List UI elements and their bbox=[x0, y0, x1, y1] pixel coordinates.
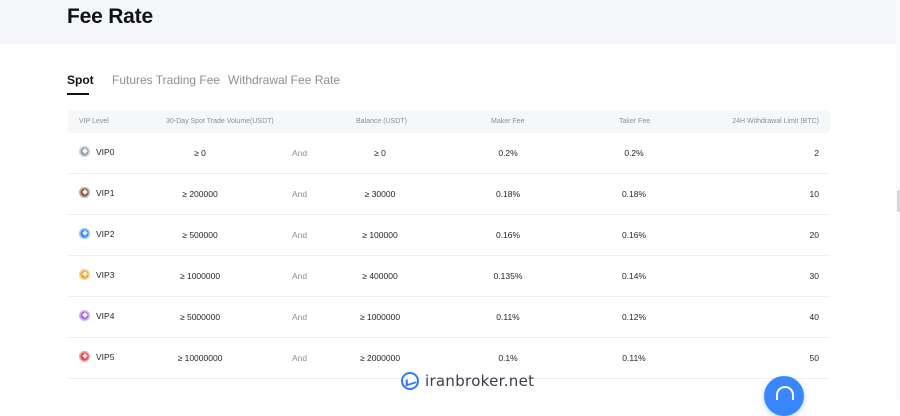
support-headset-button[interactable] bbox=[764, 376, 804, 416]
page-title: Fee Rate bbox=[67, 5, 153, 28]
taker-fee-value: 0.2% bbox=[624, 148, 644, 158]
iranbroker-logo-icon bbox=[401, 372, 419, 390]
taker-fee-value: 0.18% bbox=[621, 189, 647, 199]
column-header-vip-level: VIP Level bbox=[79, 118, 109, 125]
maker-fee-value: 0.16% bbox=[495, 230, 521, 240]
and-label: And bbox=[292, 312, 308, 322]
maker-fee-value: 0.2% bbox=[498, 148, 518, 158]
vip-level-label: VIP1 bbox=[96, 187, 115, 198]
tab-futures-trading-fee[interactable]: Futures Trading Fee bbox=[112, 73, 221, 87]
volume-value: ≥ 10000000 bbox=[177, 353, 223, 363]
table-header: VIP Level 30-Day Spot Trade Volume(USDT)… bbox=[68, 110, 830, 133]
balance-value: ≥ 1000000 bbox=[359, 312, 401, 322]
blue-badge-icon bbox=[79, 228, 90, 239]
table-row: VIP3 ≥ 1000000 And ≥ 400000 0.135% 0.14%… bbox=[68, 256, 830, 297]
vip-level-cell: VIP5 bbox=[79, 351, 114, 362]
vip-level-label: VIP3 bbox=[96, 269, 115, 280]
balance-value: ≥ 0 bbox=[374, 148, 386, 158]
gold-badge-icon bbox=[79, 269, 90, 280]
table-row: VIP2 ≥ 500000 And ≥ 100000 0.16% 0.16% 2… bbox=[68, 215, 830, 256]
table-row: VIP5 ≥ 10000000 And ≥ 2000000 0.1% 0.11%… bbox=[68, 338, 830, 379]
column-header-taker-fee: Taker Fee bbox=[619, 118, 651, 125]
taker-fee-value: 0.14% bbox=[621, 271, 647, 281]
volume-value: ≥ 1000000 bbox=[179, 271, 221, 281]
watermark: iranbroker.net bbox=[401, 372, 534, 390]
purple-badge-icon bbox=[79, 310, 90, 321]
taker-fee-value: 0.11% bbox=[622, 353, 646, 363]
and-label: And bbox=[292, 148, 308, 158]
header-band bbox=[0, 0, 900, 44]
volume-value: ≥ 500000 bbox=[182, 230, 218, 240]
vip-level-label: VIP2 bbox=[96, 228, 115, 239]
withdrawal-limit-cell: 10 bbox=[809, 189, 819, 199]
vip-level-label: VIP4 bbox=[96, 310, 115, 321]
volume-value: ≥ 0 bbox=[194, 148, 206, 158]
balance-value: ≥ 400000 bbox=[362, 271, 398, 281]
fee-table: VIP Level 30-Day Spot Trade Volume(USDT)… bbox=[68, 110, 830, 379]
silver-badge-icon bbox=[79, 146, 90, 157]
withdrawal-limit-cell: 30 bbox=[809, 271, 819, 281]
balance-value: ≥ 2000000 bbox=[359, 353, 401, 363]
bronze-badge-icon bbox=[79, 187, 90, 198]
vip-level-cell: VIP2 bbox=[79, 228, 114, 239]
column-header-volume: 30-Day Spot Trade Volume(USDT) bbox=[166, 118, 274, 125]
maker-fee-value: 0.11% bbox=[496, 312, 520, 322]
and-label: And bbox=[292, 271, 308, 281]
column-header-balance: Balance (USDT) bbox=[356, 118, 407, 125]
withdrawal-limit-cell: 40 bbox=[809, 312, 819, 322]
tab-withdrawal-fee-rate[interactable]: Withdrawal Fee Rate bbox=[228, 73, 341, 87]
table-row: VIP0 ≥ 0 And ≥ 0 0.2% 0.2% 2 bbox=[68, 133, 830, 174]
red-badge-icon bbox=[79, 351, 90, 362]
and-label: And bbox=[292, 189, 308, 199]
active-tab-underline bbox=[67, 93, 89, 95]
balance-value: ≥ 100000 bbox=[362, 230, 398, 240]
maker-fee-value: 0.18% bbox=[495, 189, 521, 199]
taker-fee-value: 0.16% bbox=[621, 230, 647, 240]
and-label: And bbox=[292, 230, 308, 240]
maker-fee-value: 0.1% bbox=[498, 353, 518, 363]
withdrawal-limit-cell: 20 bbox=[809, 230, 819, 240]
scrollbar-track[interactable] bbox=[896, 0, 900, 400]
withdrawal-limit-cell: 2 bbox=[814, 148, 819, 158]
vip-level-label: VIP0 bbox=[96, 146, 115, 157]
withdrawal-limit-cell: 50 bbox=[809, 353, 819, 363]
volume-value: ≥ 5000000 bbox=[179, 312, 221, 322]
vip-level-label: VIP5 bbox=[96, 351, 115, 362]
vip-level-cell: VIP3 bbox=[79, 269, 114, 280]
table-row: VIP1 ≥ 200000 And ≥ 30000 0.18% 0.18% 10 bbox=[68, 174, 830, 215]
scrollbar-thumb[interactable] bbox=[897, 190, 900, 212]
maker-fee-value: 0.135% bbox=[493, 271, 523, 281]
watermark-text: iranbroker.net bbox=[425, 372, 535, 390]
vip-level-cell: VIP4 bbox=[79, 310, 114, 321]
vip-level-cell: VIP1 bbox=[79, 187, 114, 198]
taker-fee-value: 0.12% bbox=[621, 312, 647, 322]
table-row: VIP4 ≥ 5000000 And ≥ 1000000 0.11% 0.12%… bbox=[68, 297, 830, 338]
column-header-maker-fee: Maker Fee bbox=[491, 118, 525, 125]
column-header-withdrawal-limit: 24H Withdrawal Limit (BTC) bbox=[732, 118, 819, 125]
tab-spot[interactable]: Spot bbox=[67, 73, 94, 87]
balance-value: ≥ 30000 bbox=[364, 189, 396, 199]
and-label: And bbox=[292, 353, 308, 363]
volume-value: ≥ 200000 bbox=[182, 189, 218, 199]
vip-level-cell: VIP0 bbox=[79, 146, 114, 157]
